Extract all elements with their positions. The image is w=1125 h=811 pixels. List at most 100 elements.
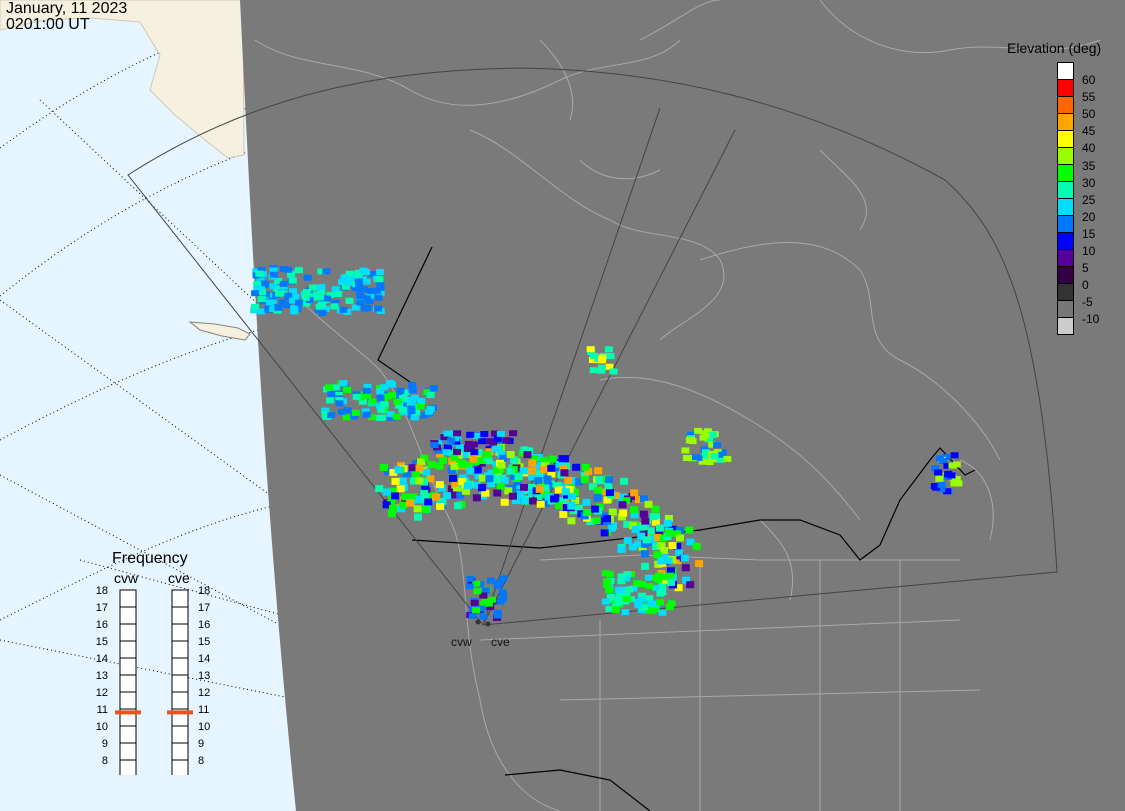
backscatter-cell xyxy=(399,501,408,509)
backscatter-cell xyxy=(477,605,486,612)
backscatter-cell xyxy=(447,449,456,457)
backscatter-cell xyxy=(458,459,467,467)
backscatter-cell xyxy=(408,387,417,393)
backscatter-cell xyxy=(629,585,638,592)
backscatter-cell xyxy=(398,477,407,485)
backscatter-cell xyxy=(540,466,549,473)
colorbar-swatch xyxy=(1057,62,1074,80)
backscatter-cell xyxy=(352,393,361,400)
backscatter-cell xyxy=(500,498,509,506)
backscatter-cell xyxy=(359,276,367,283)
backscatter-cell xyxy=(595,476,604,484)
colorbar-swatch xyxy=(1057,182,1074,199)
backscatter-cell xyxy=(291,293,300,300)
backscatter-cell xyxy=(535,485,544,493)
backscatter-cell xyxy=(653,551,662,559)
frequency-gauge-cell xyxy=(171,759,189,775)
backscatter-cell xyxy=(453,487,461,495)
backscatter-cell xyxy=(326,397,334,404)
backscatter-cell xyxy=(681,447,690,454)
backscatter-cell xyxy=(269,271,278,278)
backscatter-cell xyxy=(363,392,372,399)
backscatter-cell xyxy=(486,438,495,445)
colorbar-swatch xyxy=(1057,114,1074,131)
aleutian-island xyxy=(188,321,251,341)
backscatter-cell xyxy=(369,271,378,278)
backscatter-cell xyxy=(451,481,460,489)
backscatter-cell xyxy=(686,431,695,438)
backscatter-cell xyxy=(640,495,648,503)
frequency-scale-label: 13 xyxy=(96,670,108,682)
backscatter-cell xyxy=(664,515,673,522)
backscatter-cell xyxy=(541,499,550,507)
backscatter-cell xyxy=(560,469,569,477)
backscatter-cell xyxy=(502,437,511,444)
backscatter-cell xyxy=(567,517,576,525)
backscatter-cell xyxy=(486,604,495,610)
backscatter-cell xyxy=(375,276,384,283)
backscatter-cell xyxy=(355,281,363,288)
backscatter-cell xyxy=(540,456,548,464)
backscatter-cell xyxy=(363,304,372,311)
backscatter-cell xyxy=(435,462,444,470)
backscatter-cell xyxy=(396,485,405,493)
backscatter-cell xyxy=(485,475,494,483)
backscatter-cell xyxy=(692,542,701,550)
backscatter-cell xyxy=(611,606,620,613)
backscatter-cell xyxy=(649,535,658,543)
frequency-scale-label: 11 xyxy=(97,704,108,716)
colorbar-tick-label: 20 xyxy=(1082,209,1096,224)
frequency-gauge-cell xyxy=(171,674,189,693)
backscatter-cell xyxy=(491,430,500,437)
backscatter-cell xyxy=(447,467,456,475)
backscatter-cell xyxy=(554,486,563,494)
backscatter-cell xyxy=(595,503,604,511)
backscatter-cell xyxy=(593,494,602,502)
backscatter-cell xyxy=(422,493,431,501)
backscatter-cell xyxy=(253,285,262,292)
backscatter-cell xyxy=(337,408,346,415)
backscatter-cell xyxy=(269,283,278,290)
backscatter-cell xyxy=(623,520,632,528)
backscatter-cell xyxy=(584,467,593,475)
backscatter-cell xyxy=(656,599,665,606)
backscatter-cell xyxy=(506,451,515,458)
colorbar-swatch xyxy=(1057,199,1074,216)
backscatter-cell xyxy=(617,545,626,553)
backscatter-cell xyxy=(395,402,404,409)
backscatter-cell xyxy=(450,491,459,499)
backscatter-cell xyxy=(567,492,576,500)
backscatter-cell xyxy=(447,437,456,444)
backscatter-cell xyxy=(604,346,613,353)
backscatter-cell xyxy=(420,454,429,462)
backscatter-cell xyxy=(611,492,620,500)
backscatter-cell xyxy=(410,414,419,421)
frequency-gauge-cell xyxy=(171,589,189,608)
backscatter-cell xyxy=(424,498,433,506)
backscatter-cell xyxy=(436,450,445,458)
backscatter-cell xyxy=(354,278,363,285)
backscatter-cell xyxy=(637,532,646,540)
backscatter-cell xyxy=(943,462,952,469)
backscatter-cell xyxy=(387,499,395,507)
backscatter-cell xyxy=(463,445,472,452)
backscatter-cell xyxy=(406,499,414,507)
backscatter-cell xyxy=(666,578,675,586)
colorbar-swatch xyxy=(1057,250,1074,267)
backscatter-cell xyxy=(554,482,563,489)
backscatter-cell xyxy=(952,461,961,468)
backscatter-cell xyxy=(451,435,460,442)
backscatter-cell xyxy=(279,290,288,297)
backscatter-cell xyxy=(581,463,590,471)
backscatter-cell xyxy=(547,470,556,478)
backscatter-cell xyxy=(429,385,438,392)
backscatter-cell xyxy=(675,549,684,557)
colorbar-tick-label: 10 xyxy=(1082,244,1096,258)
frequency-gauge-cell xyxy=(171,657,189,676)
backscatter-cell xyxy=(470,599,479,606)
backscatter-cell xyxy=(560,484,569,492)
colorbar-tick-label: 40 xyxy=(1082,141,1096,156)
backscatter-cell xyxy=(580,472,589,480)
backscatter-cell xyxy=(470,449,479,456)
backscatter-cell xyxy=(394,392,403,399)
